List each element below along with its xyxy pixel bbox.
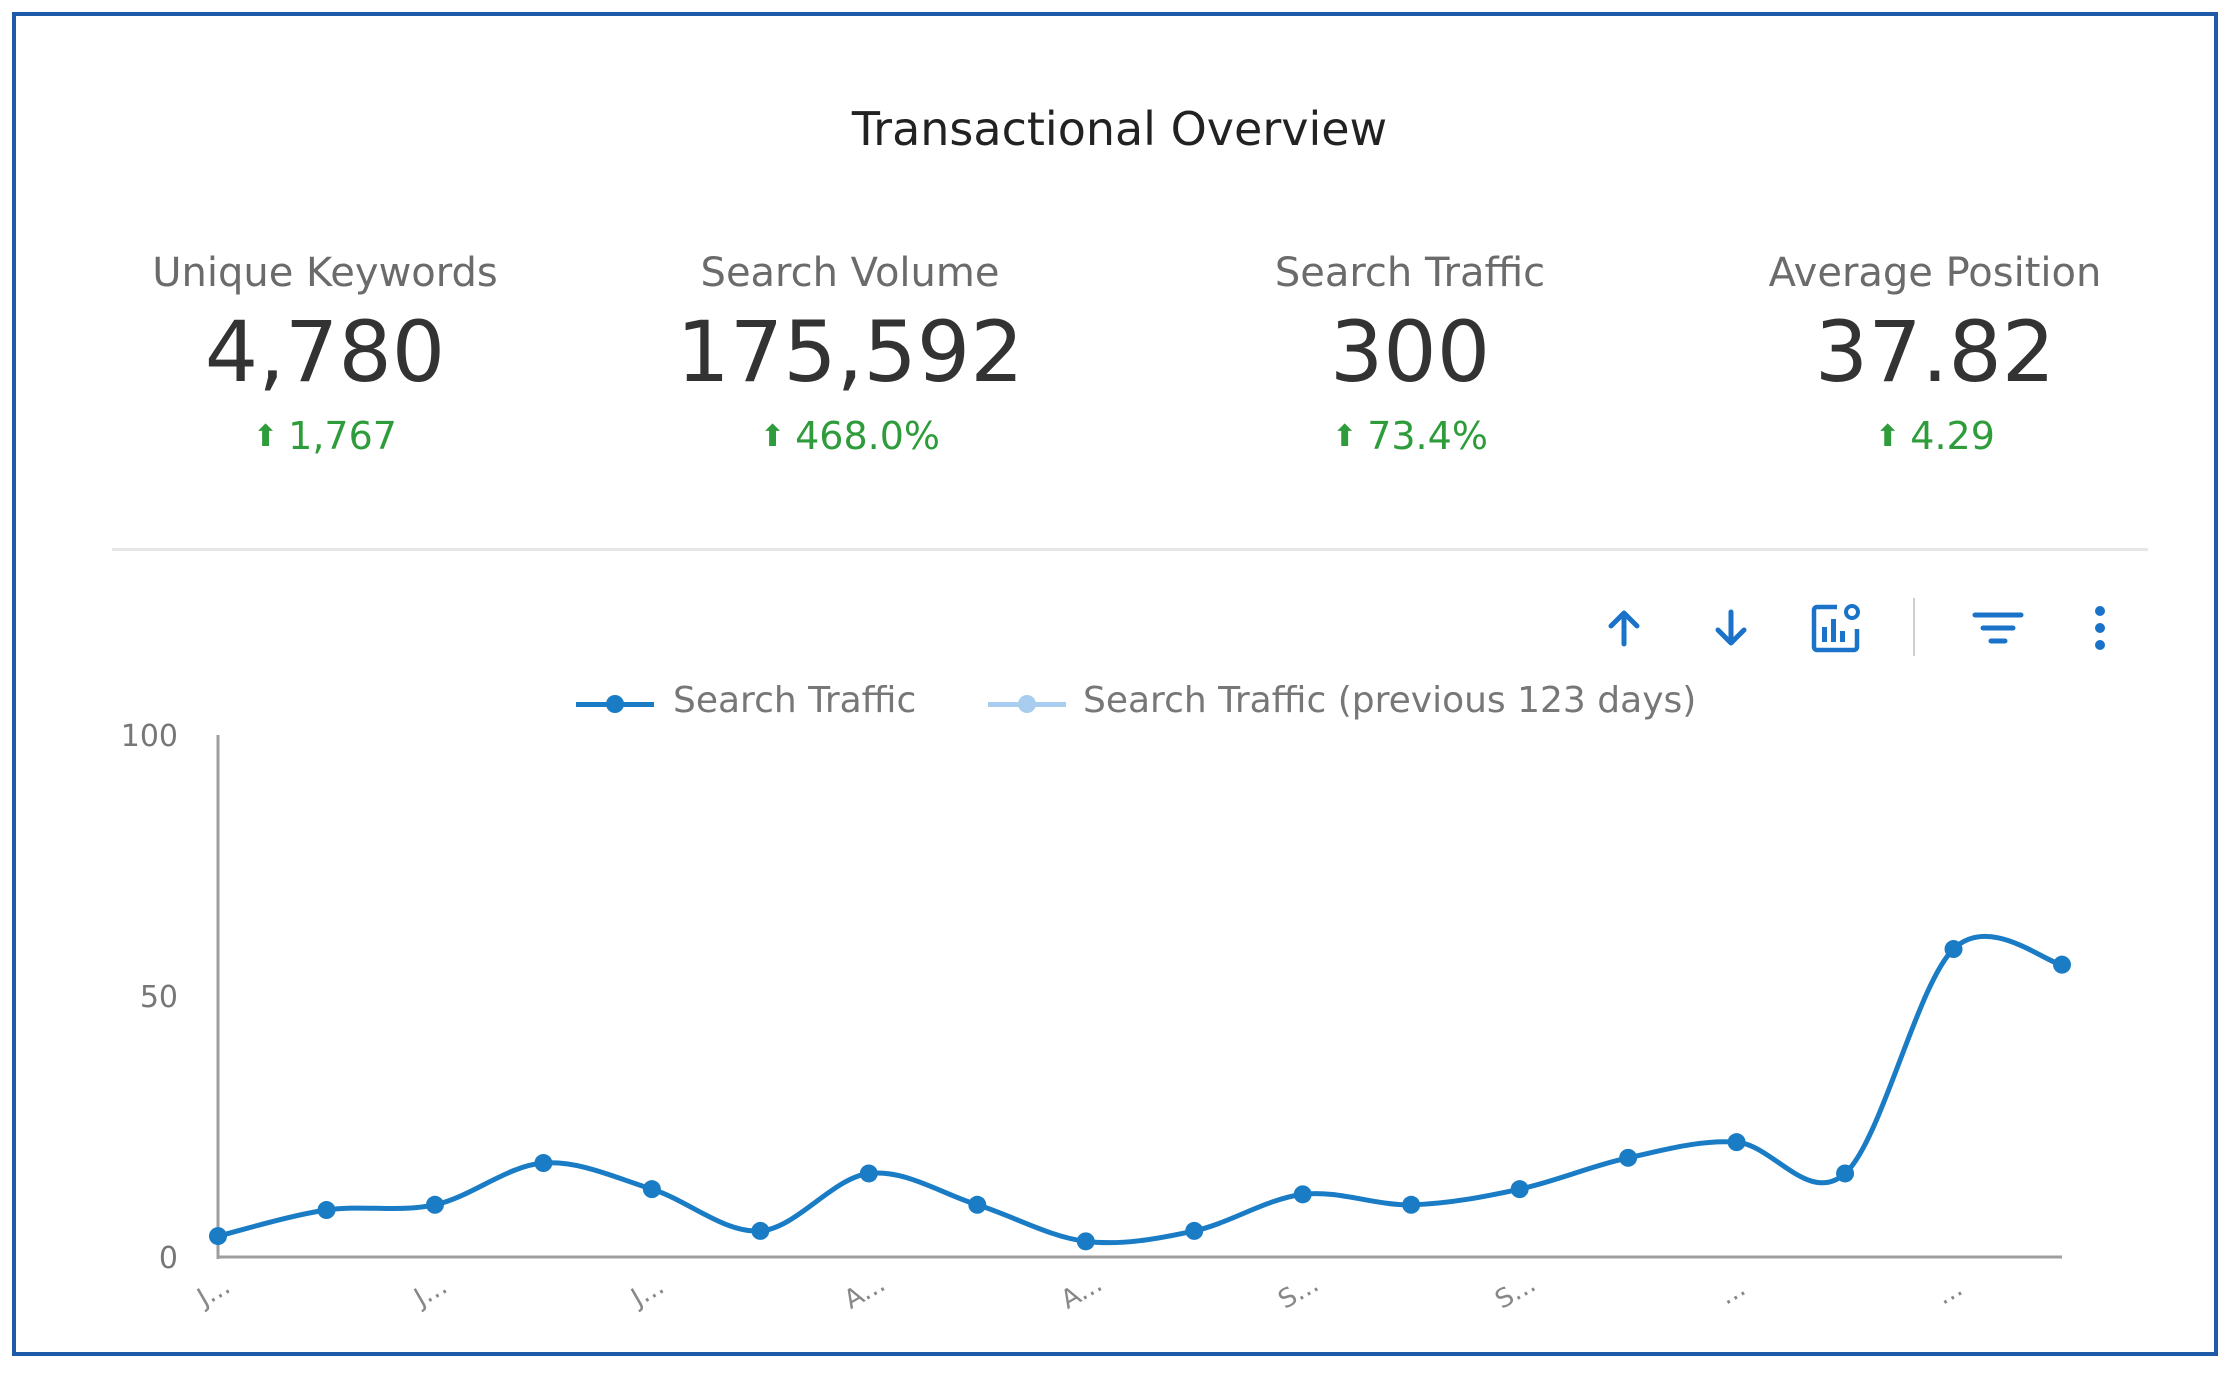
chart-settings-icon[interactable] — [1806, 598, 1866, 658]
data-point — [1944, 940, 1963, 959]
trend-up-icon: ⬆ — [1332, 419, 1358, 454]
x-tick-label: ... — [1931, 1273, 1967, 1311]
data-point — [1185, 1221, 1204, 1240]
data-point — [1293, 1185, 1312, 1204]
kpi-value: 37.82 — [1814, 303, 2056, 401]
legend-label: Search Traffic — [673, 680, 917, 721]
data-point — [2053, 955, 2071, 974]
toolbar-separator — [1913, 598, 1915, 656]
kpi-change: ⬆ 73.4% — [1150, 414, 1670, 458]
series-line-search-traffic — [217, 933, 2063, 1246]
legend-dot — [1018, 695, 1036, 713]
y-tick-label: 0 — [159, 1241, 178, 1276]
data-point — [534, 1154, 553, 1173]
data-point — [1619, 1148, 1638, 1167]
kpi-label: Average Position — [1768, 250, 2102, 296]
chart-axes: 0 50 100 J... J... J... A... A... S... S......... — [121, 719, 2062, 1316]
kpi-value: 300 — [1329, 303, 1491, 401]
kpi-change-value: 468.0% — [795, 414, 941, 458]
trend-up-icon: ⬆ — [1875, 419, 1901, 454]
more-vert-icon[interactable] — [2070, 598, 2130, 658]
kpi-change: ⬆ 1,767 — [65, 414, 585, 458]
x-tick-label: S... — [1273, 1269, 1324, 1316]
kpi-average-position: Average Position 37.82 ⬆ 4.29 — [1675, 250, 2195, 458]
kpi-change: ⬆ 468.0% — [590, 414, 1110, 458]
kpi-value: 175,592 — [676, 303, 1024, 401]
arrow-up-icon[interactable] — [1594, 598, 1654, 658]
widget-frame — [12, 12, 2218, 1356]
filter-icon[interactable] — [1968, 598, 2028, 658]
legend-dot — [606, 695, 624, 713]
data-point — [1402, 1195, 1421, 1214]
x-tick-label: A... — [1056, 1269, 1107, 1316]
kpi-value: 4,780 — [204, 303, 446, 401]
trend-up-icon: ⬆ — [253, 419, 279, 454]
x-tick-label: S... — [1490, 1269, 1541, 1316]
section-divider — [112, 548, 2148, 551]
legend-label: Search Traffic (previous 123 days) — [1083, 680, 1697, 721]
data-point — [317, 1201, 336, 1220]
kpi-change-value: 4.29 — [1910, 414, 1995, 458]
x-tick-label: J... — [408, 1271, 453, 1314]
data-point — [1510, 1180, 1529, 1199]
y-tick-label: 100 — [121, 719, 178, 754]
kpi-label: Search Volume — [700, 250, 1000, 296]
x-tick-label: A... — [839, 1269, 890, 1316]
data-point — [751, 1221, 770, 1240]
y-tick-label: 50 — [140, 980, 178, 1015]
x-tick-label: ... — [1714, 1273, 1750, 1311]
arrow-down-icon[interactable] — [1701, 598, 1761, 658]
data-point — [968, 1195, 987, 1214]
chart-series — [209, 933, 2071, 1251]
kpi-change-value: 1,767 — [288, 414, 397, 458]
kpi-search-traffic: Search Traffic 300 ⬆ 73.4% — [1150, 250, 1670, 458]
x-tick-label: J... — [191, 1271, 236, 1314]
kpi-unique-keywords: Unique Keywords 4,780 ⬆ 1,767 — [65, 250, 585, 458]
data-point — [209, 1227, 227, 1246]
data-point — [1836, 1164, 1855, 1183]
trend-up-icon: ⬆ — [759, 419, 786, 454]
data-point — [859, 1164, 878, 1183]
kpi-label: Search Traffic — [1274, 250, 1546, 296]
data-point — [425, 1195, 444, 1214]
kpi-label: Unique Keywords — [152, 250, 498, 296]
kpi-change-value: 73.4% — [1367, 414, 1488, 458]
data-point — [642, 1180, 661, 1199]
kpi-change: ⬆ 4.29 — [1675, 414, 2195, 458]
data-point — [1076, 1232, 1095, 1251]
kpi-search-volume: Search Volume 175,592 ⬆ 468.0% — [590, 250, 1110, 458]
widget-title: Transactional Overview — [851, 102, 1388, 156]
x-tick-label: J... — [625, 1271, 670, 1314]
data-point — [1727, 1133, 1746, 1152]
